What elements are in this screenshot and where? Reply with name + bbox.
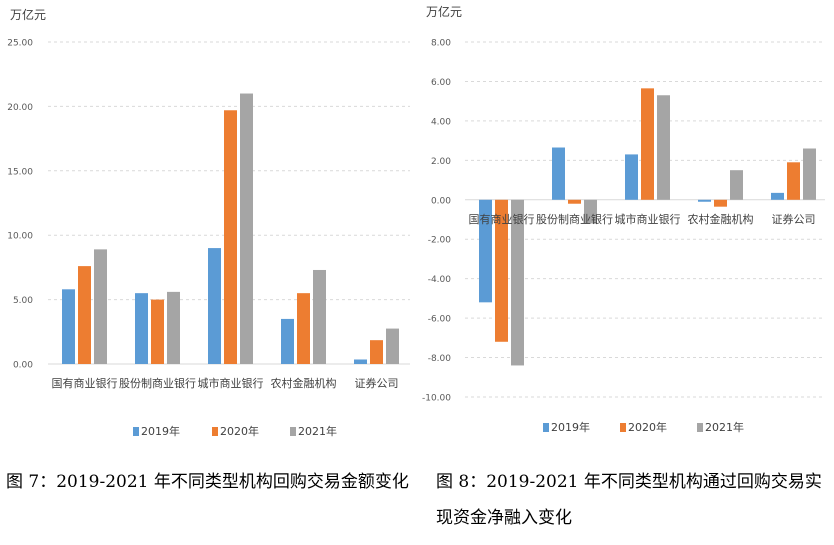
chart2-bar: [511, 199, 524, 366]
chart1-legend-swatch: [290, 427, 296, 436]
chart1-category-label: 国有商业银行: [52, 376, 118, 390]
chart2-legend-label: 2020年: [628, 420, 667, 434]
chart2-unit-label: 万亿元: [426, 4, 462, 19]
chart1-bar: [354, 359, 367, 364]
chart2-category-label: 股份制商业银行: [536, 212, 613, 226]
chart2-y-tick-label: 6.00: [431, 78, 451, 88]
chart1-y-tick-label: 15.00: [7, 167, 33, 177]
chart1-bar: [151, 299, 164, 364]
chart1-legend-swatch: [212, 427, 218, 436]
chart1-y-tick-label: 25.00: [7, 39, 33, 49]
chart2-category-label: 城市商业银行: [615, 212, 681, 226]
chart2-bar: [730, 170, 743, 200]
chart2-legend-label: 2021年: [705, 420, 744, 434]
chart2-y-tick-label: 2.00: [431, 157, 451, 167]
chart2-y-tick-label: -8.00: [428, 354, 452, 364]
chart1-bar: [94, 249, 107, 364]
chart2-bar: [479, 199, 492, 303]
chart1-bar: [62, 289, 75, 364]
chart1-legend-swatch: [133, 427, 139, 436]
figure-caption-7: 图 7：2019-2021 年不同类型机构回购交易金额变化: [6, 472, 409, 492]
chart2-category-label: 证券公司: [772, 212, 816, 226]
chart1-bar: [78, 266, 91, 364]
chart2-y-tick-label: -6.00: [428, 315, 452, 325]
chart2-bar: [625, 154, 638, 200]
chart2-bar: [495, 199, 508, 342]
chart1-bar: [224, 110, 237, 364]
chart2-bar: [584, 199, 597, 224]
chart1-unit-label: 万亿元: [10, 7, 46, 22]
chart2-legend-swatch: [620, 423, 626, 432]
chart2-bar: [641, 88, 654, 200]
chart2-bar: [803, 148, 816, 200]
chart2-y-tick-label: 8.00: [431, 39, 451, 49]
chart1-bar: [281, 318, 294, 364]
chart2-bar: [714, 199, 727, 207]
figure-caption-8: 图 8：2019-2021 年不同类型机构通过回购交易实现资金净融入变化: [436, 472, 822, 528]
chart2-y-tick-label: 0.00: [431, 196, 451, 206]
chart1-y-tick-label: 10.00: [7, 232, 33, 242]
chart1-bar: [370, 340, 383, 364]
chart1-y-tick-label: 5.00: [13, 296, 33, 306]
chart1-category-label: 农村金融机构: [271, 376, 337, 390]
chart1-bar: [135, 293, 148, 364]
chart1-category-label: 证券公司: [355, 376, 399, 390]
chart2-y-tick-label: -10.00: [422, 394, 451, 404]
chart2-bar: [552, 147, 565, 200]
chart1-category-label: 股份制商业银行: [119, 376, 196, 390]
chart1-category-label: 城市商业银行: [198, 376, 264, 390]
chart2-legend-swatch: [543, 423, 549, 432]
chart2-category-label: 国有商业银行: [469, 212, 535, 226]
chart1-y-tick-label: 0.00: [13, 361, 33, 371]
chart1-bar: [386, 328, 399, 364]
chart2-bar: [787, 162, 800, 200]
chart2-legend-swatch: [697, 423, 703, 432]
chart1-bar: [240, 93, 253, 365]
chart2-legend-label: 2019年: [551, 420, 590, 434]
chart2-bar: [657, 95, 670, 200]
chart2-bar: [698, 199, 711, 202]
chart1-y-tick-label: 20.00: [7, 103, 33, 113]
chart2-bar: [771, 192, 784, 200]
chart1-bar: [297, 293, 310, 364]
chart2-y-tick-label: 4.00: [431, 117, 451, 127]
chart1-legend-label: 2021年: [298, 424, 337, 438]
chart1-bar: [313, 269, 326, 364]
chart2-bar: [568, 199, 581, 204]
chart1-bar: [208, 248, 221, 364]
chart1-legend-label: 2020年: [220, 424, 259, 438]
chart1-legend-label: 2019年: [141, 424, 180, 438]
chart2-category-label: 农村金融机构: [688, 212, 754, 226]
chart1-bar: [167, 291, 180, 364]
chart2-y-tick-label: -4.00: [428, 275, 452, 285]
chart2-y-tick-label: -2.00: [428, 236, 452, 246]
